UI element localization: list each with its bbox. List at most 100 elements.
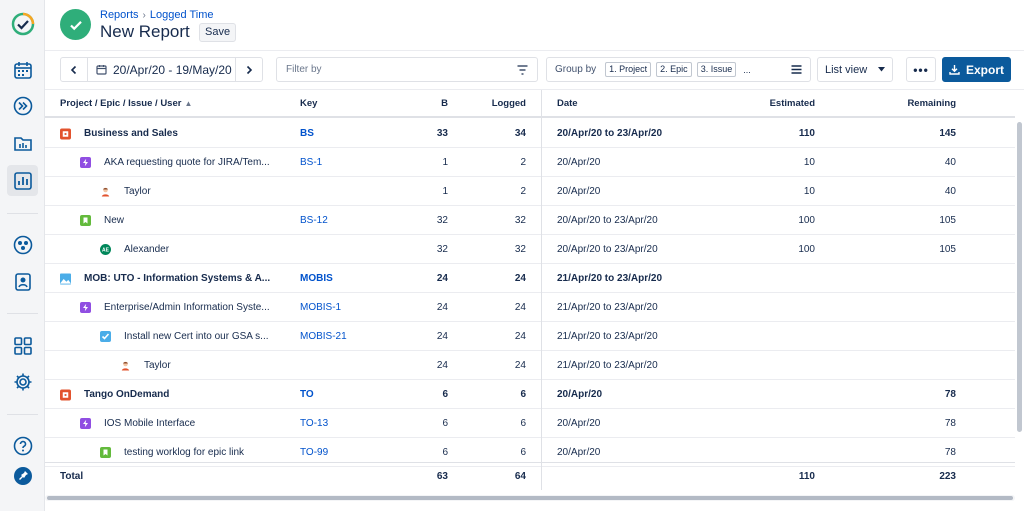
menu-icon[interactable] xyxy=(791,65,802,74)
column-header-estimated[interactable]: Estimated xyxy=(769,98,815,109)
cell-logged: 6 xyxy=(520,389,526,400)
issue-key-link[interactable]: BS-12 xyxy=(300,215,328,226)
team-icon[interactable] xyxy=(7,229,38,260)
row-name[interactable]: Enterprise/Admin Information Syste... xyxy=(104,302,270,313)
reports-icon[interactable] xyxy=(7,165,38,196)
calendar-icon[interactable] xyxy=(7,54,38,85)
svg-text:AE: AE xyxy=(102,247,110,253)
cell-remaining: 145 xyxy=(939,128,956,139)
table-row[interactable]: IOS Mobile Interface TO-13 6 6 20/Apr/20 78 xyxy=(45,409,1015,438)
date-range-picker: 20/Apr/20 - 19/May/20 xyxy=(60,57,263,82)
row-name[interactable]: MOB: UTO - Information Systems & A... xyxy=(84,273,271,284)
sidebar-divider xyxy=(7,213,38,214)
project-icon xyxy=(60,128,71,139)
column-header-key[interactable]: Key xyxy=(300,98,318,109)
issue-key-link[interactable]: TO-99 xyxy=(300,447,329,458)
report-status-check-icon xyxy=(60,9,91,40)
date-range-field[interactable]: 20/Apr/20 - 19/May/20 xyxy=(88,63,235,77)
table-row[interactable]: AE Alexander 32 32 20/Apr/20 to 23/Apr/20 100… xyxy=(45,235,1015,264)
next-period-button[interactable] xyxy=(235,58,262,81)
cell-date: 20/Apr/20 to 23/Apr/20 xyxy=(557,244,658,255)
download-icon xyxy=(949,65,960,75)
settings-gear-icon[interactable] xyxy=(7,366,38,397)
issue-key-link[interactable]: MOBIS xyxy=(300,273,333,284)
export-button[interactable]: Export xyxy=(942,57,1011,82)
group-chip-issue[interactable]: 3. Issue xyxy=(696,62,737,77)
table-row[interactable]: Taylor 24 24 21/Apr/20 to 23/Apr/20 xyxy=(45,351,1015,380)
column-splitter[interactable] xyxy=(541,90,542,490)
folder-chart-icon[interactable] xyxy=(7,127,38,158)
row-name[interactable]: Taylor xyxy=(124,186,151,197)
row-name[interactable]: Tango OnDemand xyxy=(84,389,170,400)
app-logo-icon[interactable] xyxy=(7,8,38,39)
column-header-logged[interactable]: Logged xyxy=(491,98,526,109)
group-chip-epic[interactable]: 2. Epic xyxy=(656,62,692,77)
sidebar-divider xyxy=(7,414,38,415)
table-row[interactable]: Tango OnDemand TO 6 6 20/Apr/20 78 xyxy=(45,380,1015,409)
cell-logged: 24 xyxy=(514,302,526,313)
column-header-b[interactable]: B xyxy=(441,98,448,109)
view-mode-select[interactable]: List view xyxy=(817,57,893,82)
table-row[interactable]: Taylor 1 2 20/Apr/20 10 40 xyxy=(45,177,1015,206)
cell-date: 21/Apr/20 to 23/Apr/20 xyxy=(557,360,658,371)
row-name[interactable]: Install new Cert into our GSA s... xyxy=(124,331,269,342)
table-row[interactable]: Business and Sales BS 33 34 20/Apr/20 to 23/… xyxy=(45,119,1015,148)
cell-date: 20/Apr/20 xyxy=(557,157,601,168)
breadcrumb-reports[interactable]: Reports xyxy=(100,9,139,21)
issue-key-link[interactable]: MOBIS-1 xyxy=(300,302,342,313)
column-header-remaining[interactable]: Remaining xyxy=(907,98,956,109)
column-header-name[interactable]: Project / Epic / Issue / User ▲ xyxy=(60,90,192,118)
cell-b: 24 xyxy=(436,273,448,284)
group-chip-project[interactable]: 1. Project xyxy=(605,62,652,77)
row-name[interactable]: Taylor xyxy=(144,360,171,371)
table-row[interactable]: New BS-12 32 32 20/Apr/20 to 23/Apr/20 100 105 xyxy=(45,206,1015,235)
row-name[interactable]: New xyxy=(104,215,125,226)
row-name[interactable]: AKA requesting quote for JIRA/Tem... xyxy=(104,157,270,168)
user-avatar-icon xyxy=(100,186,111,197)
cell-b: 6 xyxy=(442,418,448,429)
pin-icon[interactable] xyxy=(7,460,38,491)
more-actions-button[interactable]: ••• xyxy=(906,57,936,82)
issue-key-link[interactable]: TO-13 xyxy=(300,418,329,429)
forward-icon[interactable] xyxy=(7,90,38,121)
horizontal-scrollbar[interactable] xyxy=(45,495,1015,501)
cell-estimated: 110 xyxy=(798,128,815,139)
table-row[interactable]: MOB: UTO - Information Systems & A... MOB… xyxy=(45,264,1015,293)
issue-key-link[interactable]: MOBIS-21 xyxy=(300,331,347,342)
issue-key-link[interactable]: TO xyxy=(300,389,314,400)
cell-date: 21/Apr/20 to 23/Apr/20 xyxy=(557,273,663,284)
issue-key-link[interactable]: BS-1 xyxy=(300,157,323,168)
row-name[interactable]: Business and Sales xyxy=(84,128,178,139)
project-icon xyxy=(60,389,71,400)
issue-key-link[interactable]: BS xyxy=(300,128,314,139)
table-row[interactable]: testing worklog for epic link TO-99 6 6 20/A… xyxy=(45,438,1015,467)
table-row[interactable]: Install new Cert into our GSA s... MOBIS-… xyxy=(45,322,1015,351)
cell-logged: 6 xyxy=(520,418,526,429)
cell-remaining: 78 xyxy=(944,418,956,429)
filter-input[interactable]: Filter by xyxy=(276,57,538,82)
vertical-scrollbar[interactable] xyxy=(1017,122,1022,432)
row-name[interactable]: testing worklog for epic link xyxy=(124,447,245,458)
save-button[interactable]: Save xyxy=(199,23,237,42)
table-row[interactable]: AKA requesting quote for JIRA/Tem... BS-1… xyxy=(45,148,1015,177)
breadcrumb-logged-time[interactable]: Logged Time xyxy=(149,9,214,21)
help-icon[interactable] xyxy=(7,430,38,461)
row-name[interactable]: Alexander xyxy=(124,244,170,255)
group-by-control[interactable]: Group by 1. Project 2. Epic 3. Issue ... xyxy=(546,57,811,82)
previous-period-button[interactable] xyxy=(61,58,88,81)
table-row[interactable]: Enterprise/Admin Information Syste... MOB… xyxy=(45,293,1015,322)
apps-grid-icon[interactable] xyxy=(7,330,38,361)
cell-remaining: 105 xyxy=(939,244,956,255)
chevron-left-icon xyxy=(70,65,77,74)
cell-b: 6 xyxy=(442,447,448,458)
horizontal-scrollbar-thumb[interactable] xyxy=(47,496,1013,500)
row-name[interactable]: IOS Mobile Interface xyxy=(104,418,196,429)
cell-logged: 2 xyxy=(520,157,526,168)
cell-estimated: 100 xyxy=(798,244,815,255)
cell-logged: 24 xyxy=(514,360,526,371)
user-profile-icon[interactable] xyxy=(7,266,38,297)
cell-logged: 34 xyxy=(514,128,526,139)
filter-icon xyxy=(517,64,528,75)
cell-b: 1 xyxy=(442,186,448,197)
column-header-date[interactable]: Date xyxy=(557,98,578,109)
